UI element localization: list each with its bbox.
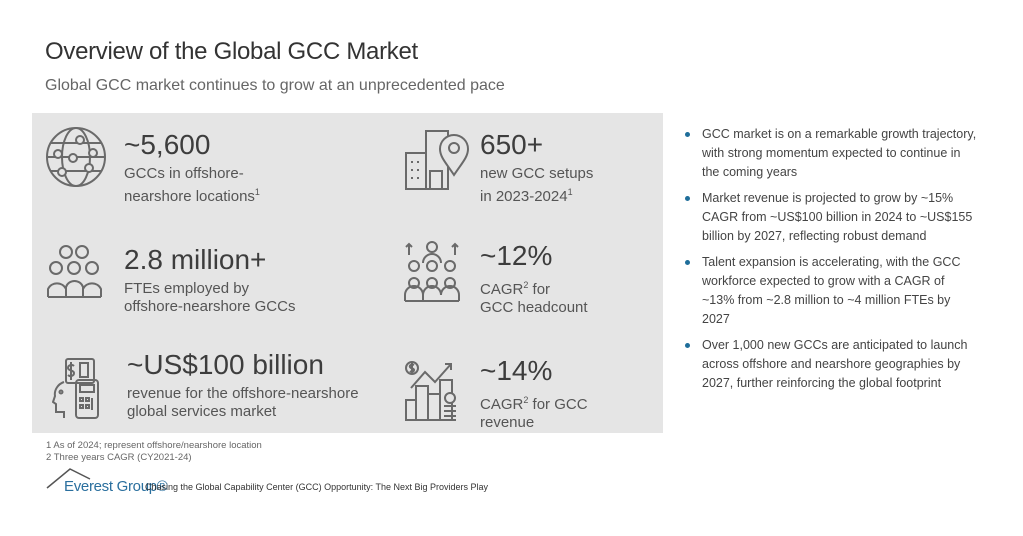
stat-value: ~14% xyxy=(480,355,553,386)
stat-desc: new GCC setups in 2023-20241 xyxy=(480,165,594,205)
stat-desc: GCCs in offshore-nearshore locations1 xyxy=(124,165,260,205)
key-points-list: GCC market is on a remarkable growth tra… xyxy=(680,125,980,400)
globe-network-icon xyxy=(46,127,106,187)
stat-value: 2.8 million+ xyxy=(124,244,267,275)
footnote-1: 1 As of 2024; represent offshore/nearsho… xyxy=(46,440,262,451)
stat-value: ~US$100 billion xyxy=(127,349,324,380)
stat-desc: CAGR2 for GCC headcount xyxy=(480,280,588,316)
key-point: Talent expansion is accelerating, with t… xyxy=(680,253,980,329)
page-subtitle: Global GCC market continues to grow at a… xyxy=(45,77,505,94)
stat-desc: CAGR2 for GCC revenue xyxy=(480,395,588,431)
people-group-icon xyxy=(47,245,102,298)
bar-chart-growth-icon xyxy=(405,361,456,421)
stat-value: 650+ xyxy=(480,129,544,160)
people-growth-icon xyxy=(404,241,460,302)
building-location-pin-icon xyxy=(405,130,470,190)
stats-panel: ~5,600 GCCs in offshore-nearshore locati… xyxy=(32,113,663,433)
key-point: Over 1,000 new GCCs are anticipated to l… xyxy=(680,336,980,393)
stat-desc: revenue for the offshore-nearshore global… xyxy=(127,385,359,420)
everest-mountain-logo-icon xyxy=(46,468,91,489)
key-point: Market revenue is projected to grow by ~… xyxy=(680,189,980,246)
stat-value: ~5,600 xyxy=(124,129,211,160)
stat-value: ~12% xyxy=(480,240,553,271)
everest-group-logo: Everest Group® xyxy=(64,478,168,495)
footnote-2: 2 Three years CAGR (CY2021-24) xyxy=(46,452,192,463)
calculator-revenue-icon xyxy=(52,358,99,419)
source-title: Chasing the Global Capability Center (GC… xyxy=(145,482,488,492)
page-title: Overview of the Global GCC Market xyxy=(45,38,418,65)
stat-desc: FTEs employed by offshore-nearshore GCCs xyxy=(124,280,296,315)
key-point: GCC market is on a remarkable growth tra… xyxy=(680,125,980,182)
